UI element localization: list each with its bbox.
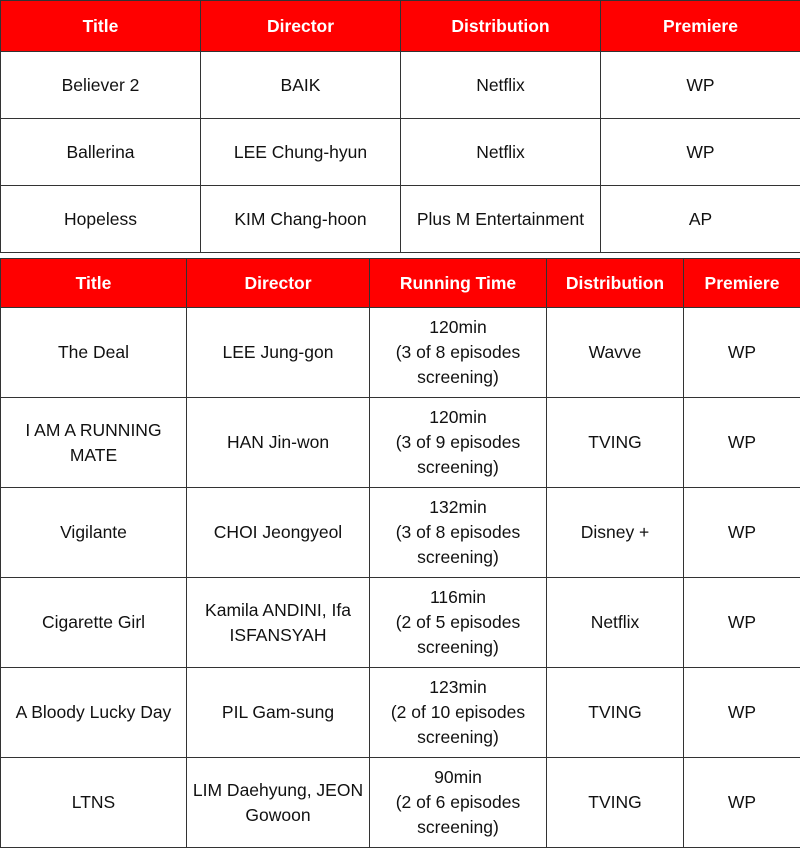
table-cell: 90min (2 of 6 episodes screening)	[369, 757, 547, 848]
column-header: Director	[200, 0, 401, 52]
table-cell: 116min (2 of 5 episodes screening)	[369, 577, 547, 668]
table-cell: HAN Jin-won	[186, 397, 370, 488]
table-cell: WP	[683, 487, 800, 578]
table-cell: TVING	[546, 757, 684, 848]
column-header: Distribution	[400, 0, 601, 52]
table-cell: TVING	[546, 667, 684, 758]
column-header: Title	[0, 0, 201, 52]
table-cell: 132min (3 of 8 episodes screening)	[369, 487, 547, 578]
table-cell: Plus M Entertainment	[400, 185, 601, 253]
table-row: Vigilante CHOI Jeongyeol 132min (3 of 8 epi…	[0, 487, 800, 578]
table-cell: WP	[600, 51, 800, 119]
table-cell: 123min (2 of 10 episodes screening)	[369, 667, 547, 758]
column-header: Director	[186, 258, 370, 308]
table-cell: WP	[683, 397, 800, 488]
column-header: Running Time	[369, 258, 547, 308]
table-row: A Bloody Lucky Day PIL Gam-sung 123min (2 o…	[0, 667, 800, 758]
table-row: I AM A RUNNING MATE HAN Jin-won 120min (3 o…	[0, 397, 800, 488]
table-cell: Netflix	[400, 51, 601, 119]
table-cell: Believer 2	[0, 51, 201, 119]
column-header: Premiere	[600, 0, 800, 52]
table-cell: WP	[683, 667, 800, 758]
table-row: Ballerina LEE Chung-hyun Netflix WP	[0, 118, 800, 186]
table-cell: AP	[600, 185, 800, 253]
table-cell: I AM A RUNNING MATE	[0, 397, 187, 488]
table-cell: Netflix	[546, 577, 684, 668]
table-cell: 120min (3 of 9 episodes screening)	[369, 397, 547, 488]
table-row: The Deal LEE Jung-gon 120min (3 of 8 episod…	[0, 307, 800, 398]
column-header: Distribution	[546, 258, 684, 308]
table-cell: Ballerina	[0, 118, 201, 186]
table-cell: LTNS	[0, 757, 187, 848]
table-cell: BAIK	[200, 51, 401, 119]
header-row: Title Director Running Time Distribution Pre…	[0, 258, 800, 308]
header-row: Title Director Distribution Premiere	[0, 0, 800, 52]
table-cell: WP	[600, 118, 800, 186]
table-row: Believer 2 BAIK Netflix WP	[0, 51, 800, 119]
table-cell: KIM Chang-hoon	[200, 185, 401, 253]
column-header: Premiere	[683, 258, 800, 308]
table-row: Cigarette Girl Kamila ANDINI, Ifa ISFANSY…	[0, 577, 800, 668]
table-row: LTNS LIM Daehyung, JEON Gowoon 90min (2 of …	[0, 757, 800, 848]
column-header: Title	[0, 258, 187, 308]
premiere-table-series: Title Director Running Time Distribution Pre…	[0, 258, 800, 848]
table-cell: WP	[683, 757, 800, 848]
table-cell: Disney +	[546, 487, 684, 578]
table-cell: The Deal	[0, 307, 187, 398]
table-cell: WP	[683, 577, 800, 668]
table-cell: 120min (3 of 8 episodes screening)	[369, 307, 547, 398]
table-cell: LIM Daehyung, JEON Gowoon	[186, 757, 370, 848]
premiere-table-films: Title Director Distribution Premiere Believ…	[0, 0, 800, 253]
table-cell: Vigilante	[0, 487, 187, 578]
table-cell: PIL Gam-sung	[186, 667, 370, 758]
table-cell: CHOI Jeongyeol	[186, 487, 370, 578]
table-cell: WP	[683, 307, 800, 398]
table-cell: A Bloody Lucky Day	[0, 667, 187, 758]
table-cell: Kamila ANDINI, Ifa ISFANSYAH	[186, 577, 370, 668]
table-cell: LEE Jung-gon	[186, 307, 370, 398]
table-cell: Netflix	[400, 118, 601, 186]
table-cell: Hopeless	[0, 185, 201, 253]
table-row: Hopeless KIM Chang-hoon Plus M Entertainme…	[0, 185, 800, 253]
table-cell: Cigarette Girl	[0, 577, 187, 668]
table-cell: LEE Chung-hyun	[200, 118, 401, 186]
table-cell: TVING	[546, 397, 684, 488]
table-cell: Wavve	[546, 307, 684, 398]
